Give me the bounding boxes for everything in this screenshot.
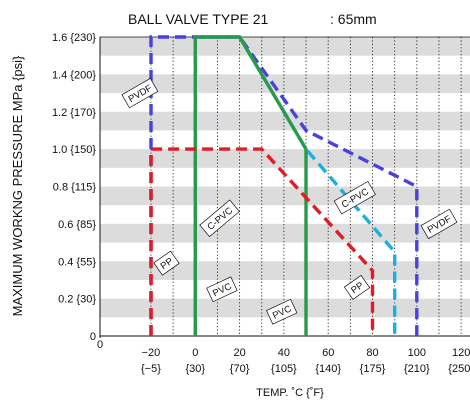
gray-band: [100, 261, 470, 280]
curve-label: PVC: [266, 298, 298, 325]
y-tick-label: 1.0 {150}: [52, 144, 96, 156]
plot-background: [100, 37, 470, 336]
x-tick-label: 80: [366, 347, 378, 359]
x-tick-sublabel: {105}: [271, 363, 297, 375]
curve-label-box: [199, 199, 240, 238]
series-line-pvdf: [149, 35, 419, 336]
x-tick-label: 40: [278, 347, 290, 359]
curve-label: PVC: [206, 276, 238, 303]
gray-band: [100, 223, 470, 243]
x-tick-labels: −20 {−5} 0 {30} 20 {70} 40 {105} 60 {140} 80 {175} 1…: [141, 347, 470, 375]
chart-title: BALL VALVE TYPE 21: [128, 11, 269, 27]
curve-label-box: [206, 276, 238, 303]
y-tick-labels: 0.2 {30} 0.4 {55} 0.6 {85} 0.8 {115} 1.0 {15…: [52, 32, 96, 306]
curve-label-box: [121, 77, 159, 109]
y-tick-label: 1.4 {200}: [52, 69, 96, 81]
x-tick-label: 100: [408, 347, 426, 359]
y-tick-label: 0.4 {55}: [58, 256, 96, 268]
x-tick-sublabel: {−5}: [141, 363, 161, 375]
x-tick-sublabel: {210}: [404, 363, 430, 375]
gray-band: [100, 37, 470, 56]
curve-label-box: [266, 298, 298, 325]
x-tick-label: 60: [322, 347, 334, 359]
x-tick-sublabel: {30}: [185, 363, 205, 375]
chart-subtitle: : 65mm: [330, 11, 377, 27]
series-line-pvc: [193, 35, 308, 336]
curve-label: PP: [343, 274, 371, 300]
x-tick-label: 20: [233, 347, 245, 359]
y-tick-label: 0.2 {30}: [58, 294, 96, 306]
gray-band: [100, 111, 470, 131]
curve-label: PP: [153, 250, 180, 276]
curve-label-box: [420, 208, 458, 240]
x-tick-label: −20: [142, 347, 161, 359]
origin-label: 0: [97, 339, 103, 351]
gray-band: [100, 149, 470, 168]
series-lines: [149, 35, 419, 336]
curve-label-box: [343, 274, 371, 300]
y-tick-label: 0.6 {85}: [58, 219, 96, 231]
x-tick-sublabel: {140}: [315, 363, 341, 375]
curve-label-box: [333, 180, 376, 215]
x-tick-label: 0: [192, 347, 198, 359]
y-tick-label: 1.6 {230}: [52, 32, 96, 44]
x-axis-title: TEMP. ˚C {˚F}: [256, 387, 324, 399]
curve-label-box: [153, 250, 180, 276]
y-axis-title: MAXIMUM WORKNG PRESSURE MPa {psi}: [10, 55, 25, 316]
gray-band: [100, 74, 470, 94]
x-tick-label: 120: [452, 347, 470, 359]
y-tick-label: 1.2 {170}: [52, 107, 96, 119]
x-tick-sublabel: {175}: [360, 363, 386, 375]
series-line-pp: [149, 147, 375, 336]
gray-band: [100, 186, 470, 206]
y-zero-label: 0: [90, 331, 96, 343]
x-tick-sublabel: {70}: [230, 363, 250, 375]
y-tick-label: 0.8 {115}: [53, 182, 97, 194]
x-tick-sublabel: {250}: [448, 363, 470, 375]
